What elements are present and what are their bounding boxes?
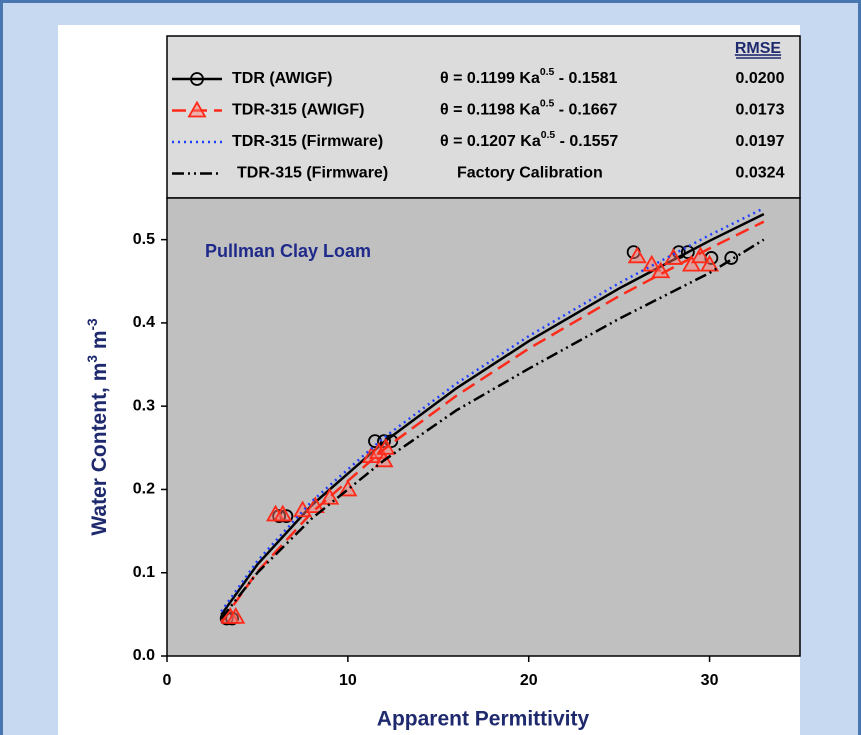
text-part: m — [88, 330, 111, 355]
legend-label: TDR-315 (Firmware) — [232, 133, 383, 150]
data-point — [680, 245, 695, 260]
superscript: 0.5 — [541, 130, 556, 141]
x-tick-label: 20 — [520, 672, 538, 689]
legend-rmse: 0.0324 — [736, 165, 785, 182]
data-point — [681, 254, 702, 272]
annotation: Pullman Clay Loam — [205, 241, 371, 261]
data-point — [651, 261, 671, 279]
legend-label: TDR-315 (AWIGF) — [232, 102, 364, 119]
legend-rmse: 0.0173 — [736, 102, 785, 119]
y-tick-label: 0.2 — [133, 481, 155, 498]
text-part: θ = 0.1199 Ka — [440, 70, 540, 87]
superscript: 0.5 — [540, 98, 555, 109]
legend-marker — [190, 72, 204, 86]
data-point — [377, 434, 391, 449]
y-axis-label: Water Content, m3 m-3 — [85, 318, 111, 536]
data-point — [273, 504, 293, 522]
legend-label: TDR (AWIGF) — [232, 70, 332, 87]
text-part: Water Content, m — [88, 363, 111, 536]
y-tick-label: 0.5 — [133, 231, 155, 248]
plot-area — [166, 197, 801, 657]
data-point — [724, 251, 739, 265]
x-tick-label: 30 — [701, 672, 719, 689]
y-tick-label: 0.4 — [133, 314, 155, 331]
legend-equation: θ = 0.1198 Ka0.5 - 0.1667 — [440, 98, 618, 118]
text-part: - 0.1581 — [554, 70, 617, 87]
legend-marker — [187, 100, 207, 118]
rmse-header: RMSE — [735, 40, 782, 57]
superscript: 0.5 — [540, 67, 555, 78]
text-part: - 0.1667 — [554, 102, 617, 119]
text-part: θ = 0.1207 Ka — [440, 133, 541, 150]
y-tick-label: 0.0 — [133, 647, 155, 664]
x-tick-label: 10 — [339, 672, 357, 689]
legend-rmse: 0.0197 — [736, 133, 785, 150]
legend-rmse: 0.0200 — [736, 70, 785, 87]
legend-equation: θ = 0.1207 Ka0.5 - 0.1557 — [440, 130, 618, 150]
y-tick-label: 0.3 — [133, 397, 155, 414]
legend-label: TDR-315 (Firmware) — [237, 165, 388, 182]
data-point — [700, 254, 720, 272]
curve — [220, 238, 765, 620]
x-axis-label: Apparent Permittivity — [377, 708, 590, 731]
superscript: -3 — [85, 318, 100, 331]
data-point — [226, 607, 246, 624]
curve — [220, 220, 765, 623]
y-tick-label: 0.1 — [133, 564, 155, 581]
data-point — [627, 246, 647, 264]
data-point — [690, 246, 711, 264]
text-part: - 0.1557 — [555, 133, 618, 150]
x-tick-label: 0 — [163, 672, 172, 689]
legend-equation: θ = 0.1199 Ka0.5 - 0.1581 — [440, 67, 618, 87]
curve — [220, 212, 765, 616]
superscript: 3 — [85, 355, 100, 363]
data-point — [272, 509, 287, 524]
legend-note: Factory Calibration — [457, 165, 603, 182]
curve — [220, 207, 765, 613]
text-part: θ = 0.1198 Ka — [440, 102, 540, 119]
